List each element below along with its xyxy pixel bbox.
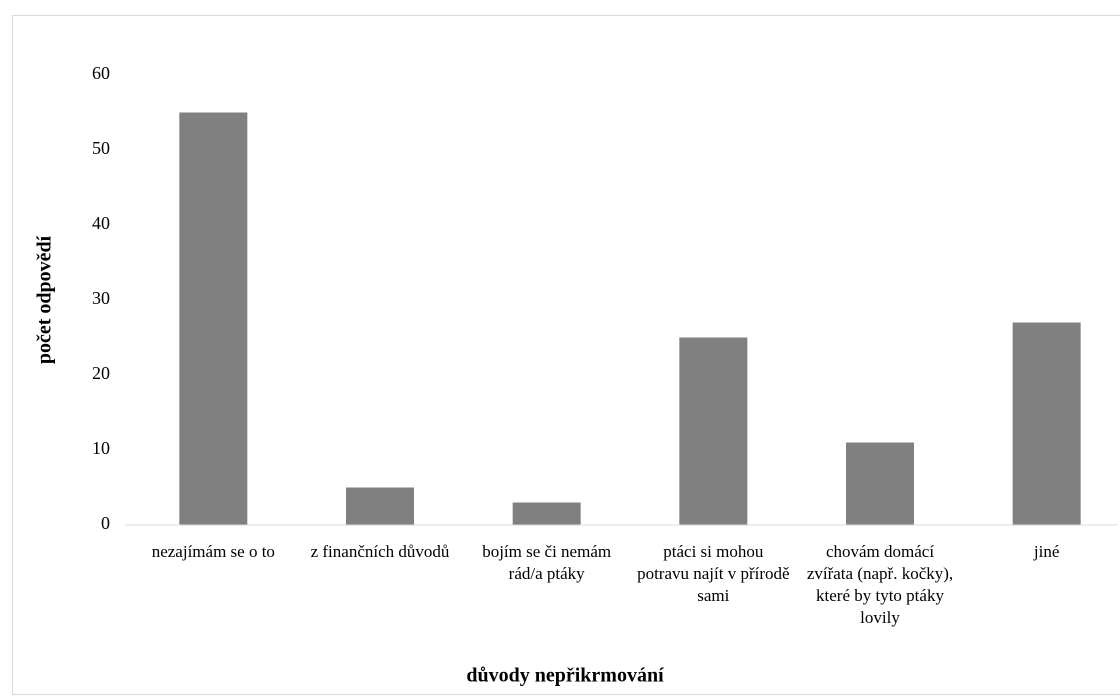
bar	[512, 502, 581, 525]
bar	[1012, 322, 1081, 525]
x-tick-label: ptáci si mohou potravu najít v přírodě s…	[637, 542, 790, 605]
x-tick-label: jiné	[1033, 542, 1060, 561]
bar	[179, 112, 248, 525]
y-axis-title: počet odpovědí	[34, 235, 56, 364]
x-tick-label: nezajímám se o to	[151, 542, 275, 561]
x-tick-label: bojím se či nemám rád/a ptáky	[482, 542, 612, 583]
x-axis-title: důvody nepřikrmování	[466, 665, 664, 687]
y-tick-label: 0	[101, 513, 110, 533]
y-tick-label: 20	[92, 363, 110, 383]
bar	[346, 487, 414, 525]
bar	[846, 442, 914, 525]
y-tick-label: 10	[92, 438, 110, 458]
y-tick-label: 60	[92, 63, 110, 83]
x-tick-label: z finančních důvodů	[310, 542, 450, 561]
y-tick-label: 50	[92, 138, 110, 158]
x-tick-label: chovám domácí zvířata (např. kočky), kte…	[806, 542, 954, 627]
chart-border	[12, 15, 1120, 695]
y-tick-label: 40	[92, 213, 110, 233]
y-tick-label: 30	[92, 288, 110, 308]
bar	[679, 337, 748, 525]
